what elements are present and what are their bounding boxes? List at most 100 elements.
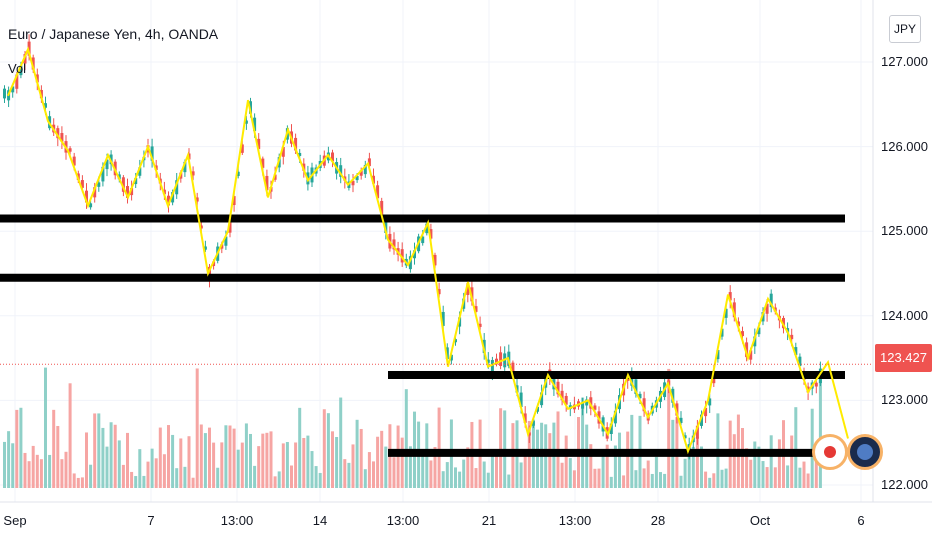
volume-bar — [212, 442, 216, 488]
volume-bar — [560, 462, 564, 488]
time-tick-label: 6 — [857, 513, 865, 528]
candle-body — [454, 339, 457, 343]
candle-body — [15, 74, 19, 89]
volume-bar — [679, 475, 683, 488]
volume-bar — [777, 439, 781, 488]
candle-body — [814, 382, 818, 387]
volume-bar — [818, 371, 822, 488]
volume-bar — [249, 433, 252, 488]
volume-bar — [23, 452, 27, 488]
candle-body — [294, 137, 298, 151]
candle-body — [700, 414, 703, 426]
candle-body — [458, 317, 462, 327]
volume-bar — [495, 453, 498, 488]
volume-bar — [318, 472, 322, 488]
volume-bar — [548, 433, 552, 488]
volume-bar — [48, 454, 52, 488]
zigzag-indicator — [7, 46, 849, 455]
candle-body — [244, 120, 248, 124]
candle-body — [27, 41, 31, 56]
currency-button[interactable]: JPY — [889, 15, 921, 43]
candle-body — [56, 128, 60, 139]
volume-bar — [769, 435, 773, 488]
candle-body — [232, 196, 236, 206]
volume-bar — [261, 433, 265, 488]
volume-bar — [380, 430, 384, 488]
candle-body — [593, 405, 597, 410]
volume-bar — [126, 432, 129, 488]
volume-bar — [634, 470, 638, 488]
candle-body — [72, 156, 76, 166]
volume-bar — [68, 383, 72, 488]
time-tick-label: 7 — [147, 513, 155, 528]
candle-body — [80, 180, 84, 188]
volume-bar — [363, 469, 367, 488]
candle-body — [253, 117, 257, 132]
volume-bar — [814, 452, 818, 488]
candle-body — [704, 407, 708, 417]
candle-body — [298, 152, 302, 156]
candle-body — [486, 359, 490, 363]
volume-bars — [3, 367, 822, 488]
volume-bar — [458, 471, 462, 488]
candle-body — [728, 292, 732, 301]
candle-body — [167, 195, 170, 206]
volume-bar — [408, 446, 412, 488]
volume-bar — [158, 427, 162, 488]
candle-body — [495, 358, 498, 365]
volume-bar — [441, 471, 445, 488]
volume-bar — [113, 424, 117, 488]
volume-bar — [265, 432, 269, 488]
volume-bar — [142, 475, 146, 488]
price-tick-label: 122.000 — [881, 477, 928, 492]
candle-body — [798, 356, 802, 367]
flag-badge-icon[interactable] — [812, 434, 848, 470]
candle-body — [589, 397, 593, 409]
volume-bar — [216, 467, 220, 488]
volume-bar — [162, 454, 166, 488]
candle-body — [228, 220, 232, 233]
candle-body — [499, 352, 503, 366]
volume-bar — [367, 452, 371, 488]
volume-bar — [659, 472, 662, 488]
candle-body — [613, 410, 617, 424]
volume-bar — [626, 431, 630, 488]
volume-bar — [392, 457, 396, 488]
candle-body — [162, 189, 166, 195]
volume-bar — [732, 434, 736, 488]
candle-body — [35, 74, 39, 83]
candle-body — [261, 158, 265, 168]
volume-bar — [294, 442, 298, 488]
candle-body — [474, 306, 478, 312]
volume-bar — [351, 444, 355, 488]
volume-bar — [646, 460, 650, 488]
candle-body — [765, 303, 769, 314]
candle-body — [466, 283, 470, 296]
candle-body — [60, 133, 64, 142]
candle-body — [68, 148, 72, 152]
volume-bar — [27, 461, 31, 488]
candle-body — [769, 293, 773, 308]
volume-bar — [757, 446, 761, 488]
candle-body — [400, 249, 404, 263]
candle-body — [745, 342, 749, 358]
volume-bar — [60, 459, 64, 488]
candle-body — [749, 350, 753, 360]
candle-body — [121, 177, 125, 192]
volume-bar — [203, 433, 207, 488]
volume-bar — [343, 459, 347, 488]
time-tick-label: 13:00 — [220, 513, 254, 528]
volume-bar — [175, 468, 179, 488]
volume-bar — [695, 437, 699, 488]
volume-bar — [154, 458, 158, 488]
volume-bar — [347, 462, 351, 488]
candle-body — [367, 158, 371, 167]
volume-bar — [224, 425, 228, 488]
earth-badge-icon[interactable] — [847, 434, 883, 470]
volume-bar — [765, 467, 769, 488]
volume-bar — [642, 468, 646, 488]
volume-bar — [130, 471, 134, 488]
candle-body — [150, 146, 154, 161]
candle-body — [281, 147, 285, 157]
